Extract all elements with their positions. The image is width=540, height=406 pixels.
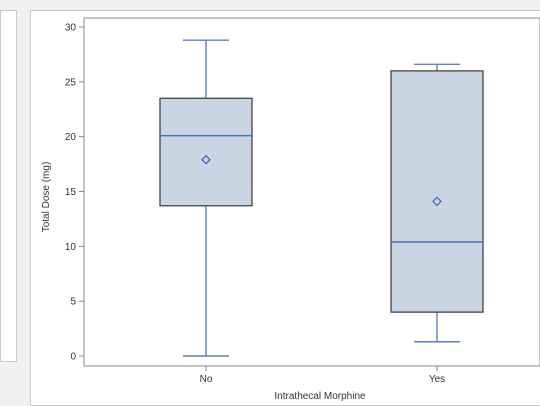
y-axis-label: Total Dose (mg) — [41, 162, 52, 233]
x-tick-label: No — [200, 374, 213, 385]
x-axis: No Yes — [200, 366, 445, 385]
box-no — [159, 97, 253, 207]
x-axis-label: Intrathecal Morphine — [274, 391, 366, 402]
y-tick-label: 30 — [65, 23, 77, 34]
box-yes — [390, 70, 484, 313]
y-tick-label: 0 — [70, 352, 76, 363]
x-tick-label: Yes — [429, 374, 445, 385]
y-tick-label: 20 — [65, 132, 77, 143]
mean-marker — [432, 196, 442, 207]
y-tick-label: 15 — [65, 187, 77, 198]
y-axis: 0 5 10 15 20 25 30 — [65, 23, 84, 363]
boxes-group — [159, 39, 484, 357]
y-tick-label: 25 — [65, 77, 77, 88]
left-panel — [0, 10, 17, 362]
mean-marker — [201, 154, 211, 165]
y-tick-label: 5 — [70, 297, 76, 308]
y-tick-label: 10 — [65, 242, 77, 253]
